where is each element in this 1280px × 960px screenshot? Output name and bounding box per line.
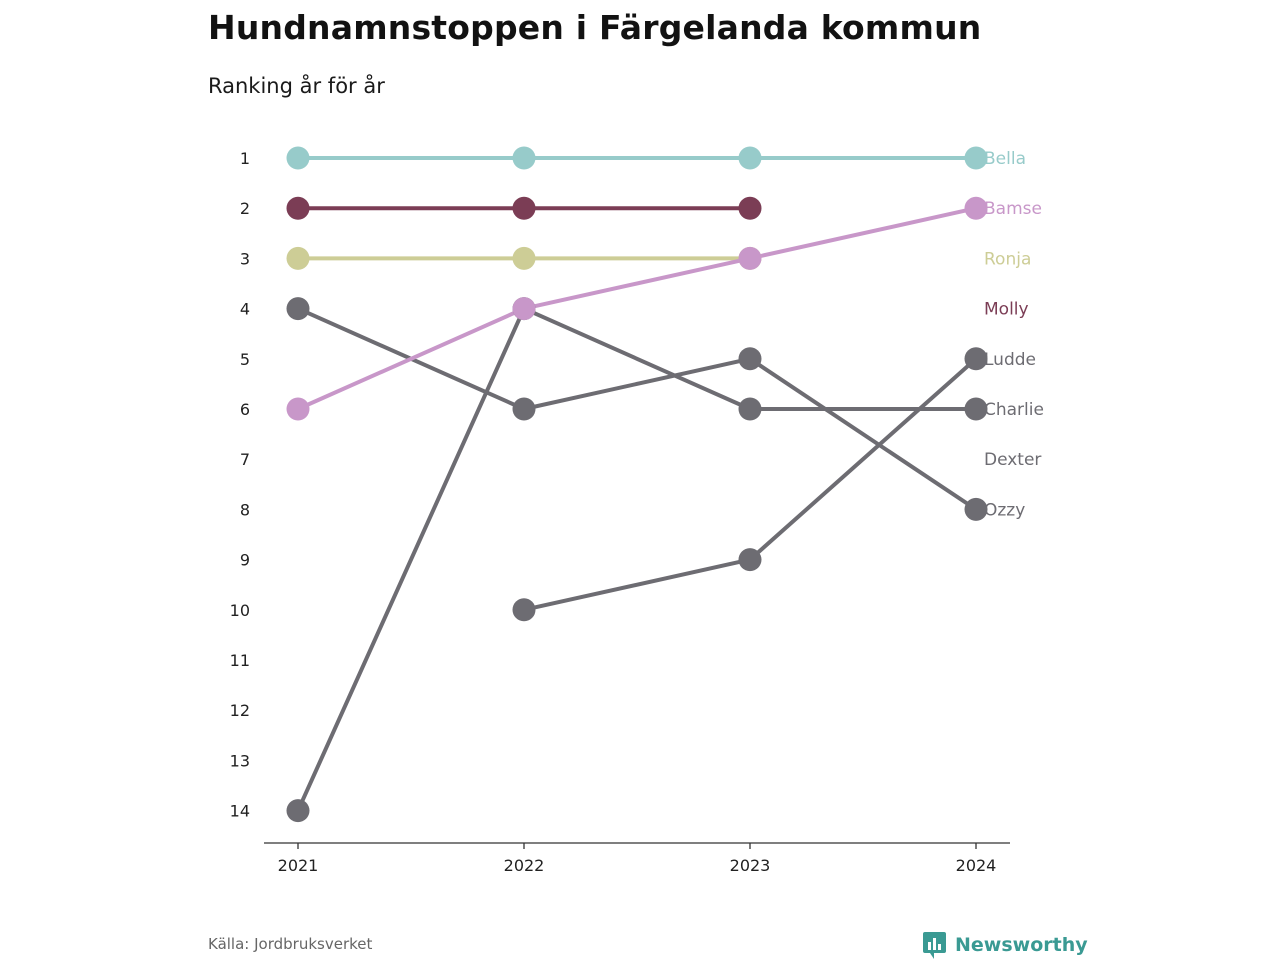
y-tick-label: 4 [240,300,250,319]
y-tick-label: 9 [240,551,250,570]
series-label-bella: Bella [984,149,1026,169]
series-point-bella [964,146,988,170]
chart-title: Hundnamnstoppen i Färgelanda kommun [208,8,982,47]
bar-chart-speech-bubble-icon [923,932,946,959]
series-label-bamse: Bamse [984,199,1042,219]
series-line-ludde [522,356,978,612]
series-point-ozzy [286,297,310,321]
y-tick-label: 1 [240,149,250,168]
series-point-ronja [512,246,536,270]
series-point-ozzy [512,397,536,421]
brand-logo: Newsworthy [922,930,1088,960]
series-point-bamse [286,397,310,421]
series-point-bamse [512,297,536,321]
y-tick-label: 6 [240,400,250,419]
x-tick-label: 2021 [278,856,319,875]
source-note: Källa: Jordbruksverket [208,935,373,953]
y-tick-label: 7 [240,450,250,469]
series-label-ronja: Ronja [984,249,1031,269]
series-point-ozzy [964,497,988,521]
series-line-bamse [296,206,978,411]
series-lines [296,156,978,813]
series-line-charlie [296,306,978,813]
series-point-molly [738,196,762,220]
x-tick-label: 2022 [504,856,545,875]
series-label-charlie: Charlie [984,400,1044,420]
series-label-dexter: Dexter [984,450,1041,470]
y-tick-label: 14 [230,802,250,821]
series-point-ludde [738,548,762,572]
series-point-molly [286,196,310,220]
series-label-ozzy: Ozzy [984,500,1025,520]
x-tick-label: 2024 [956,856,997,875]
series-point-bella [512,146,536,170]
series-point-bamse [738,246,762,270]
series-points [286,146,988,823]
series-label-molly: Molly [984,300,1029,320]
series-labels: Bella Bamse Ronja Molly Ludde Charlie Dexter Oz… [984,149,1044,520]
y-tick-label: 11 [230,651,250,670]
series-point-ozzy [738,347,762,371]
series-label-ludde: Ludde [984,350,1036,370]
y-tick-label: 13 [230,751,250,770]
series-point-bella [738,146,762,170]
series-point-charlie [286,799,310,823]
series-point-bamse [964,196,988,220]
series-point-charlie [964,397,988,421]
y-tick-label: 3 [240,249,250,268]
x-tick-label: 2023 [730,856,771,875]
y-tick-label: 10 [230,601,250,620]
series-point-ludde [512,598,536,622]
y-tick-label: 8 [240,500,250,519]
series-point-ludde [964,347,988,371]
y-tick-label: 12 [230,701,250,720]
series-point-bella [286,146,310,170]
series-point-charlie [738,397,762,421]
series-point-molly [512,196,536,220]
x-axis-ticks: 2021 2022 2023 2024 [278,843,997,875]
series-point-ronja [286,246,310,270]
chart-subtitle: Ranking år för år [208,74,385,98]
brand-name: Newsworthy [955,934,1088,956]
y-tick-label: 5 [240,350,250,369]
y-tick-label: 2 [240,199,250,218]
